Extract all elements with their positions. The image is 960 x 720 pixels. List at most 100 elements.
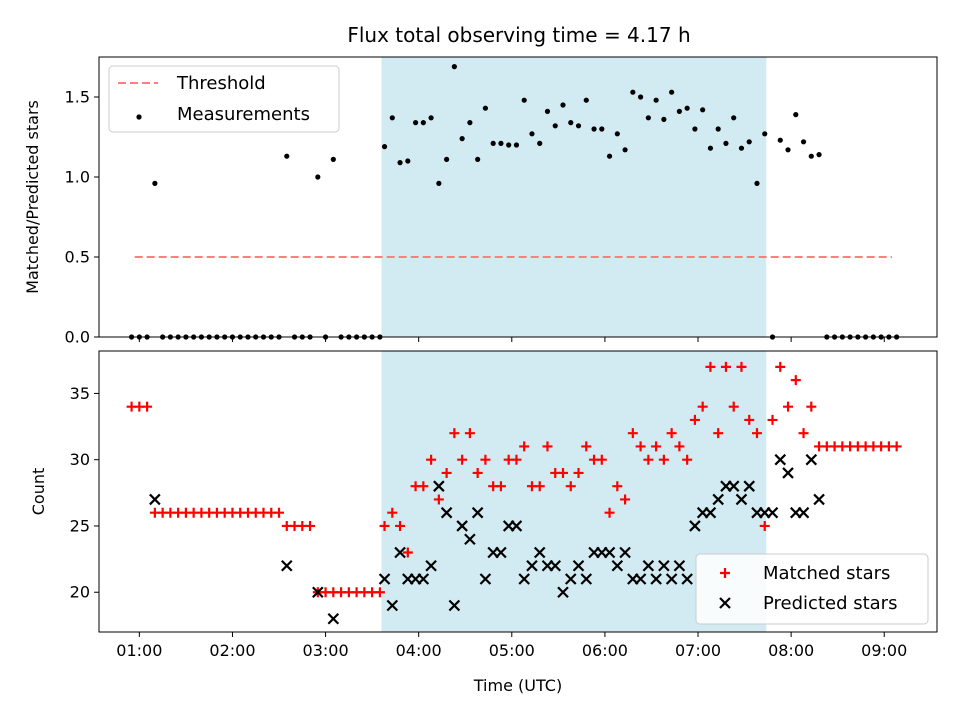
x-tick-label: 05:00 bbox=[489, 641, 535, 660]
measurement-point bbox=[777, 137, 783, 143]
measurement-point bbox=[692, 126, 698, 132]
legend-measurements-label: Measurements bbox=[177, 104, 310, 125]
matched-star-marker bbox=[643, 454, 654, 465]
measurement-point bbox=[560, 102, 566, 108]
predicted-star-marker bbox=[665, 573, 678, 585]
predicted-star-marker bbox=[386, 599, 399, 612]
matched-star-marker bbox=[736, 361, 747, 372]
predicted-star-marker bbox=[766, 506, 779, 519]
y-tick-label: 0.5 bbox=[65, 248, 90, 267]
predicted-star-marker bbox=[735, 493, 748, 506]
predicted-star-marker bbox=[805, 453, 818, 466]
measurement-point bbox=[583, 97, 589, 103]
matched-star-marker bbox=[891, 441, 902, 452]
bottom-x-ticks: 01:00 02:00 03:00 04:00 05:00 06:00 07:00 08:00… bbox=[116, 632, 907, 660]
predicted-star-marker bbox=[634, 573, 647, 585]
predicted-star-marker bbox=[394, 546, 406, 559]
legend-threshold-label: Threshold bbox=[176, 73, 266, 94]
legend-frame bbox=[108, 65, 340, 133]
predicted-star-marker bbox=[611, 559, 624, 572]
measurement-point bbox=[498, 140, 504, 146]
measurement-point bbox=[568, 120, 574, 126]
predicted-star-marker bbox=[149, 493, 161, 506]
measurement-point bbox=[653, 97, 659, 103]
measurement-point bbox=[661, 116, 667, 122]
measurement-point bbox=[506, 142, 512, 148]
matched-star-marker bbox=[464, 428, 475, 439]
predicted-star-marker bbox=[642, 559, 655, 572]
measurement-point bbox=[552, 123, 558, 129]
y-tick-label: 25 bbox=[70, 516, 90, 535]
matched-star-marker bbox=[402, 547, 413, 558]
matched-star-marker bbox=[495, 481, 506, 492]
matched-star-marker bbox=[751, 428, 762, 439]
measurement-point bbox=[330, 156, 336, 162]
matched-star-marker bbox=[767, 414, 778, 425]
predicted-star-marker bbox=[456, 520, 468, 532]
matched-star-marker bbox=[783, 401, 794, 412]
x-tick-label: 03:00 bbox=[303, 641, 349, 660]
matched-star-marker bbox=[395, 520, 406, 531]
matched-star-marker bbox=[457, 454, 468, 465]
predicted-star-marker bbox=[557, 586, 569, 599]
measurement-point bbox=[738, 145, 745, 151]
predicted-star-marker bbox=[417, 573, 430, 585]
measurement-point bbox=[614, 131, 620, 137]
measurement-point bbox=[459, 136, 465, 142]
measurement-point bbox=[444, 156, 450, 162]
matched-star-marker bbox=[426, 454, 437, 465]
chart-title: Flux total observing time = 4.17 h bbox=[347, 23, 690, 47]
measurement-point bbox=[284, 153, 290, 159]
measurement-point bbox=[700, 107, 706, 113]
predicted-star-marker bbox=[564, 573, 577, 585]
legend-frame bbox=[695, 553, 929, 625]
matched-star-marker bbox=[627, 428, 638, 439]
predicted-star-marker bbox=[425, 559, 437, 572]
predicted-star-marker bbox=[572, 559, 585, 572]
measurement-point bbox=[762, 131, 768, 137]
measurement-point bbox=[800, 139, 807, 145]
matched-star-marker bbox=[604, 507, 615, 518]
measurement-point bbox=[436, 180, 442, 186]
predicted-star-marker bbox=[448, 599, 461, 612]
top-axes-frame bbox=[98, 56, 938, 338]
predicted-star-marker bbox=[479, 573, 492, 585]
top-x-ticks bbox=[138, 337, 885, 342]
predicted-star-marker bbox=[510, 520, 523, 532]
matched-star-marker bbox=[374, 587, 385, 598]
matched-star-marker bbox=[697, 401, 708, 412]
matched-star-marker bbox=[565, 481, 576, 492]
measurement-point bbox=[381, 144, 388, 150]
matched-star-marker bbox=[418, 481, 429, 492]
x-axis-label: Time (UTC) bbox=[473, 676, 562, 695]
measurement-point bbox=[669, 89, 675, 95]
measurement-point bbox=[544, 108, 551, 114]
matched-star-marker bbox=[759, 520, 770, 531]
measurement-point bbox=[645, 115, 651, 121]
measurement-point bbox=[637, 94, 644, 100]
measurement-point bbox=[412, 120, 419, 126]
predicted-star-marker bbox=[603, 546, 616, 559]
predicted-star-marker bbox=[727, 480, 740, 492]
bottom-legend: Matched stars Predicted stars bbox=[695, 553, 929, 625]
measurement-point bbox=[428, 115, 434, 121]
measurement-point bbox=[808, 153, 814, 159]
measurement-point bbox=[397, 160, 403, 166]
matched-star-marker bbox=[573, 467, 584, 478]
y-tick-label: 20 bbox=[70, 583, 90, 602]
predicted-star-marker bbox=[797, 506, 810, 519]
predicted-star-marker bbox=[471, 506, 484, 519]
measurement-point bbox=[606, 153, 613, 159]
predicted-star-marker bbox=[774, 453, 787, 466]
legend-matched-swatch bbox=[720, 568, 730, 578]
matched-star-marker bbox=[674, 441, 685, 452]
predicted-star-marker bbox=[378, 573, 391, 585]
predicted-star-marker bbox=[280, 559, 293, 572]
predicted-star-marker bbox=[712, 493, 724, 506]
predicted-star-marker bbox=[312, 586, 324, 599]
measurement-point bbox=[599, 126, 605, 132]
matched-star-marker bbox=[511, 454, 522, 465]
matched-star-marker bbox=[581, 441, 592, 452]
matched-star-marker bbox=[658, 454, 669, 465]
